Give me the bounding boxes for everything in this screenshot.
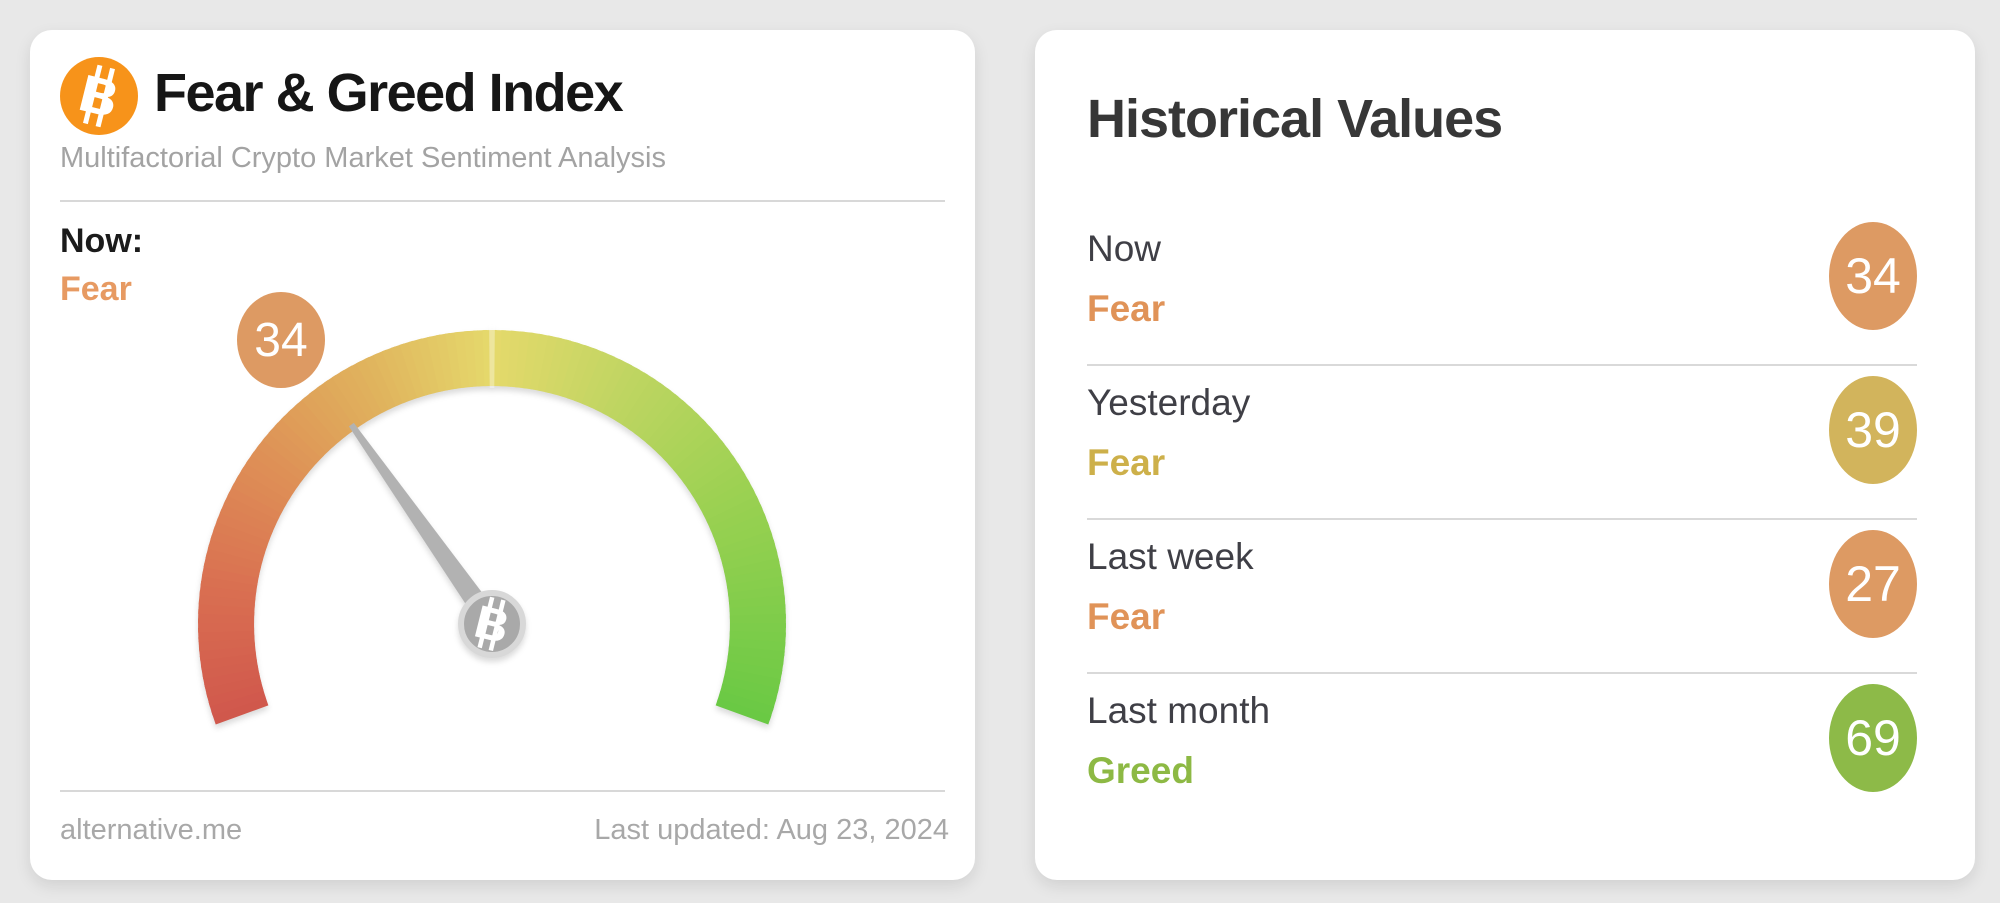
history-row: Last month Greed 69 — [1087, 674, 1917, 826]
source-link[interactable]: alternative.me — [60, 814, 243, 846]
historical-rows: Now Fear 34 Yesterday Fear 39 Last week Fear 27 L… — [1087, 212, 1917, 826]
classification-label: Fear — [1087, 596, 1166, 637]
classification-label: Fear — [1087, 288, 1166, 329]
svg-text:B: B — [470, 595, 515, 653]
now-label: Now: — [60, 222, 144, 260]
now-classification: Fear — [60, 270, 132, 308]
current-value-badge: 34 — [237, 292, 325, 388]
footer-divider — [60, 790, 945, 792]
history-row: Yesterday Fear 39 — [1087, 366, 1917, 520]
period-label: Last week — [1087, 536, 1254, 577]
fear-greed-card: B Fear & Greed Index Multifactorial Cryp… — [30, 30, 975, 880]
period-label: Last month — [1087, 690, 1271, 731]
historical-values-card: Historical Values Now Fear 34 Yesterday Fear… — [1035, 30, 1975, 880]
card-title: Fear & Greed Index — [154, 63, 624, 123]
period-label: Now — [1087, 228, 1162, 269]
period-label: Yesterday — [1087, 382, 1251, 423]
value-badge: 39 — [1829, 376, 1917, 484]
value-badge: 27 — [1829, 530, 1917, 638]
history-row: Now Fear 34 — [1087, 212, 1917, 366]
card-subtitle: Multifactorial Crypto Market Sentiment A… — [60, 142, 666, 174]
last-updated: Last updated: Aug 23, 2024 — [594, 814, 949, 846]
bitcoin-logo-icon: B — [60, 57, 138, 135]
history-row: Last week Fear 27 — [1087, 520, 1917, 674]
classification-label: Fear — [1087, 442, 1166, 483]
card-footer: alternative.me Last updated: Aug 23, 202… — [60, 814, 949, 847]
value-badge: 69 — [1829, 684, 1917, 792]
header-divider — [60, 200, 945, 202]
classification-label: Greed — [1087, 750, 1194, 791]
value-badge: 34 — [1829, 222, 1917, 330]
historical-title: Historical Values — [1087, 89, 1503, 149]
